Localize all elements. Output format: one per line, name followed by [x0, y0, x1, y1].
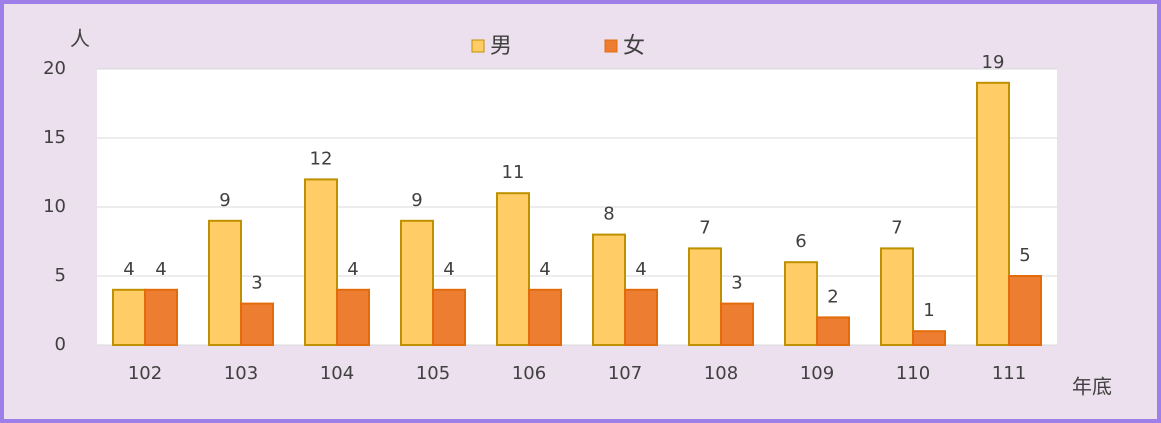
bar [336, 288, 370, 346]
data-label: 1 [923, 300, 934, 321]
data-label: 19 [982, 52, 1005, 73]
legend-label: 男 [490, 34, 512, 59]
y-axis-label: 人 [70, 27, 90, 51]
x-tick-label: 110 [896, 363, 930, 384]
data-label: 3 [251, 273, 262, 294]
bar [208, 219, 242, 346]
data-label: 11 [502, 162, 525, 183]
bar [912, 330, 946, 347]
x-tick-label: 111 [992, 363, 1026, 384]
y-tick-label: 10 [43, 196, 66, 217]
data-label: 4 [443, 259, 454, 280]
bar [400, 219, 434, 346]
bar [880, 247, 914, 346]
x-tick-label: 104 [320, 363, 354, 384]
data-label: 3 [731, 273, 742, 294]
data-label: 12 [310, 148, 333, 169]
x-tick-label: 102 [128, 363, 162, 384]
x-tick-label: 103 [224, 363, 258, 384]
bar [688, 247, 722, 346]
bar [304, 178, 338, 346]
legend-swatch [604, 39, 618, 53]
data-label: 2 [827, 286, 838, 307]
bar [496, 192, 530, 346]
x-tick-label: 106 [512, 363, 546, 384]
data-label: 4 [539, 259, 550, 280]
bar [624, 288, 658, 346]
y-tick-label: 15 [43, 127, 66, 148]
y-tick-label: 0 [55, 334, 66, 355]
bar [816, 316, 850, 346]
bar [432, 288, 466, 346]
data-label: 9 [219, 190, 230, 211]
legend-label: 女 [623, 34, 645, 59]
data-label: 4 [635, 259, 646, 280]
bar [528, 288, 562, 346]
data-label: 4 [123, 259, 134, 280]
data-label: 9 [411, 190, 422, 211]
bar [144, 288, 178, 346]
bar [240, 302, 274, 347]
bar [592, 233, 626, 347]
x-axis-label: 年底 [1072, 375, 1112, 399]
bar [720, 302, 754, 347]
bar [784, 261, 818, 347]
data-label: 7 [891, 217, 902, 238]
x-tick-label: 109 [800, 363, 834, 384]
x-tick-label: 108 [704, 363, 738, 384]
bar [1008, 275, 1042, 346]
data-label: 7 [699, 217, 710, 238]
bar [112, 288, 146, 346]
data-label: 8 [603, 204, 614, 225]
legend-swatch [471, 39, 485, 53]
x-tick-label: 107 [608, 363, 642, 384]
data-label: 4 [155, 259, 166, 280]
bar [976, 81, 1010, 347]
y-tick-label: 5 [55, 265, 66, 286]
data-label: 4 [347, 259, 358, 280]
x-tick-label: 105 [416, 363, 450, 384]
data-label: 5 [1019, 245, 1030, 266]
y-tick-label: 20 [43, 58, 66, 79]
data-label: 6 [795, 231, 806, 252]
